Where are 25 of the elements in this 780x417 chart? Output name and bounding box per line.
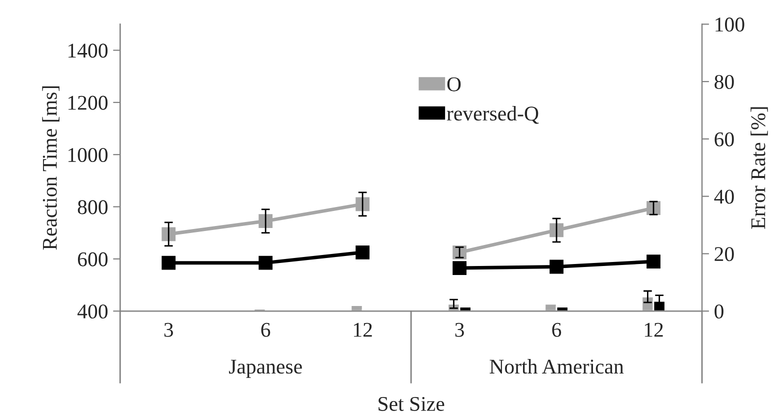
y-tick-label: 1000	[68, 148, 108, 162]
y2-tick-label: 100	[716, 18, 744, 32]
y2-tick-label: 20	[714, 247, 734, 262]
y2-tick-label: 60	[714, 132, 734, 146]
y-tick-label: 1400	[68, 44, 108, 58]
y-tick-label: 1200	[68, 96, 108, 110]
x-tick-label: 3	[455, 322, 464, 337]
y2-tick-label: 40	[714, 190, 734, 204]
text: North American	[490, 359, 624, 374]
y-tick-label: 800	[78, 200, 108, 214]
y2-tick-label: 80	[714, 74, 734, 89]
y-tick-label: 400	[77, 304, 108, 319]
x-axis-title: Set Size	[378, 396, 444, 411]
y-axis-title: Reaction Time [ms]	[42, 86, 60, 250]
text: Japanese	[229, 360, 302, 378]
x-tick-label: 6	[261, 322, 270, 337]
x-tick-label: 6	[552, 322, 562, 337]
x-tick-label: 3	[164, 322, 174, 337]
legend-label: reversed-Q	[446, 106, 539, 124]
legend-label: O	[447, 77, 461, 92]
x-tick-label: 12	[644, 322, 663, 337]
x-tick-label: 12	[354, 322, 372, 337]
y2-tick-label: 0	[714, 304, 724, 319]
y-tick-label: 600	[78, 252, 108, 266]
y2-axis-title: Error Rate [%]	[750, 107, 768, 229]
